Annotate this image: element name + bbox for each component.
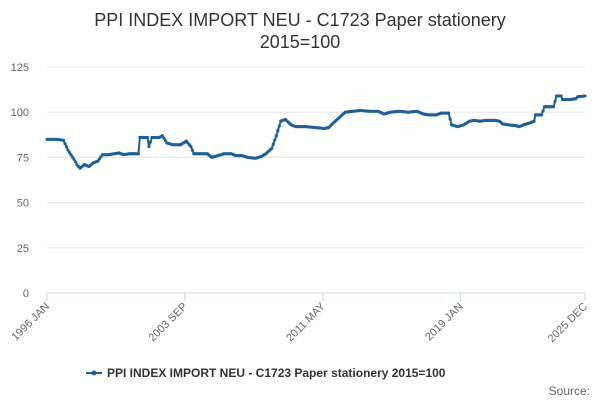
data-point [274,134,278,138]
credits[interactable]: Source: [549,384,590,398]
y-tick-label: 50 [17,198,29,210]
data-point [70,155,75,159]
plot-area [45,94,587,170]
data-point [189,144,193,149]
legend[interactable]: PPI INDEX IMPORT NEU - C1723 Paper stati… [86,366,446,380]
data-point [66,148,70,152]
data-point [448,117,452,121]
data-point [61,138,66,142]
y-tick-label: 75 [17,152,29,164]
y-tick-label: 0 [23,288,29,300]
y-tick-label: 25 [17,243,29,255]
data-point [148,140,152,144]
data-point [271,142,275,146]
data-point [163,138,167,143]
data-point [583,94,587,98]
x-axis: 1996 JAN 2003 SEP 2011 MAY 2019 JAN 2025 DEC [9,292,590,345]
data-point [145,135,150,140]
x-tick-label: 2003 SEP [146,301,190,345]
data-point [136,152,141,156]
data-point [147,144,151,149]
y-tick-label: 100 [11,107,29,119]
data-point [541,109,545,113]
x-tick-label: 2025 DEC [546,301,590,345]
data-point [553,99,557,103]
chart-title-line-2: 2015=100 [260,32,341,52]
data-point [72,157,76,161]
data-point [270,146,274,150]
gridlines [47,66,585,294]
x-tick-label: 1996 JAN [9,301,52,344]
data-point [69,153,73,157]
legend-label: PPI INDEX IMPORT NEU - C1723 Paper stati… [107,366,446,380]
y-tick-label: 125 [11,62,29,74]
data-point [276,129,280,133]
data-point [277,124,281,128]
x-tick-label: 2011 MAY [284,300,328,344]
data-point [63,141,67,146]
y-axis: 0 25 50 75 100 125 [11,62,29,300]
data-point [559,94,563,98]
data-point [273,138,277,142]
data-point [73,160,78,164]
data-point [160,134,164,138]
data-point [532,119,536,123]
data-point [64,145,69,149]
x-tick-label: 2019 JAN [423,301,466,344]
chart-title-line-1: PPI INDEX IMPORT NEU - C1723 Paper stati… [94,10,506,30]
data-point [447,111,451,115]
data-point [539,113,544,117]
data-point [551,105,556,109]
data-point [190,148,194,152]
data-point [67,150,72,155]
data-point [162,136,166,140]
legend-dot-marker [91,370,97,376]
